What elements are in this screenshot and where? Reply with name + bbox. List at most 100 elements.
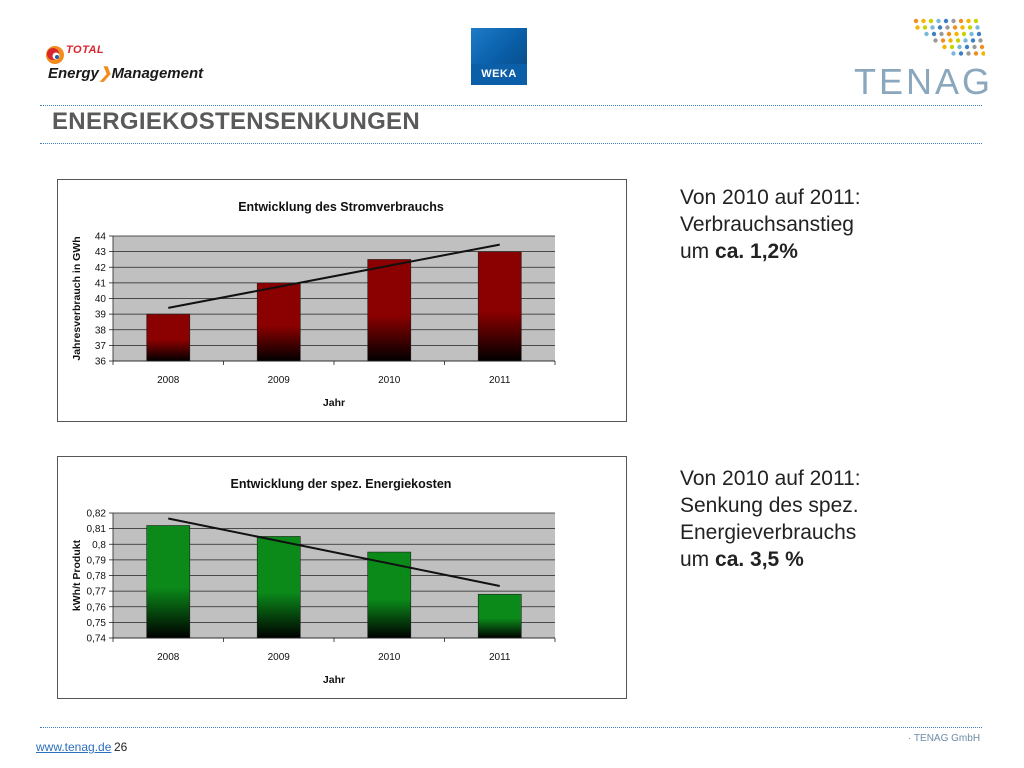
note-stromverbrauch: Von 2010 auf 2011: Verbrauchsanstieg um …: [680, 184, 861, 265]
tenag-dot: [958, 51, 964, 56]
chart2-ytick-label: 0,76: [87, 602, 107, 613]
tenag-dot: [949, 44, 955, 50]
chart1-ytick-label: 39: [95, 310, 107, 321]
chart1-xlabel: Jahr: [323, 397, 345, 409]
chart2-ylabel: kWh/t Produkt: [71, 539, 83, 611]
chart1-ytick-label: 38: [95, 325, 107, 336]
tenag-dot: [978, 38, 983, 43]
tenag-dot: [952, 25, 958, 30]
tenag-dot: [960, 25, 965, 30]
chart2-ytick-label: 0,77: [87, 587, 107, 598]
tenag-dot: [961, 31, 967, 37]
chart2-xtick-label: 2009: [268, 652, 291, 663]
tenag-dots-icon: [913, 18, 985, 56]
tenag-dot: [942, 44, 947, 50]
tenag-dot: [936, 18, 941, 24]
chart1-bar-2011: [477, 251, 522, 362]
chart2-xtick-label: 2010: [378, 652, 401, 663]
chart2-xlabel: Jahr: [323, 674, 345, 686]
header-separator-bottom: [40, 143, 982, 144]
tenag-dot: [924, 31, 929, 37]
chart2-xtick-label: 2008: [157, 652, 180, 663]
tenag-dot: [921, 18, 926, 24]
tenag-logo: TENAG: [850, 15, 990, 102]
page-number: 26: [114, 740, 128, 754]
chart1-ytick-label: 44: [95, 232, 107, 243]
chart2-bar-2008: [146, 525, 191, 639]
tenag-dot: [975, 25, 980, 30]
tenag-dot: [966, 18, 971, 24]
tenag-dot: [940, 38, 946, 43]
chart-energiekosten-svg: Entwicklung der spez. Energiekosten 0,74 0…: [71, 477, 556, 686]
note-2-line-1: Von 2010 auf 2011:: [680, 467, 861, 490]
chart1-bar-2008: [146, 313, 191, 362]
tenag-dot: [970, 38, 976, 43]
tenag-dot: [964, 44, 970, 50]
tenag-dot: [939, 31, 944, 37]
weka-logo-graphic: [471, 28, 527, 64]
chart2-bar-2010: [367, 551, 412, 639]
note-2-value: ca. 3,5 %: [715, 548, 804, 571]
chart2-trendline: [168, 517, 500, 587]
tenag-dot: [945, 25, 950, 30]
note-energiekosten: Von 2010 auf 2011: Senkung des spez. Ene…: [680, 465, 861, 573]
tenag-dot: [930, 25, 935, 30]
chart-stromverbrauch-svg: Entwicklung des Stromverbrauchs 36 37 38 39 4…: [71, 200, 556, 409]
chart-energiekosten: Entwicklung der spez. Energiekosten 0,74 0…: [57, 456, 627, 699]
chart2-ytick-label: 0,81: [87, 524, 107, 535]
total-word: TOTAL: [66, 44, 105, 56]
chart1-xtick-label: 2009: [268, 375, 291, 386]
tenag-dot: [931, 31, 937, 37]
chart-stromverbrauch: Entwicklung des Stromverbrauchs 36 37 38 39 4…: [57, 179, 627, 422]
chart2-bar-2011: [477, 593, 522, 639]
tenag-dot: [955, 38, 961, 43]
note-2-line-3: Energieverbrauchs: [680, 521, 857, 544]
tenag-dot: [943, 18, 949, 24]
tenag-dot: [972, 44, 977, 50]
chart1-ylabel: Jahresverbrauch in GWh: [71, 236, 83, 360]
weka-logo: WEKA: [471, 28, 527, 85]
chart2-ytick-label: 0,75: [87, 618, 107, 629]
weka-logo-text: WEKA: [481, 68, 517, 80]
tenag-dot: [948, 38, 953, 43]
header-separator-top: [40, 105, 982, 106]
tenag-logo-text: TENAG: [854, 61, 994, 102]
tenag-dot: [966, 51, 971, 56]
tenag-dot: [928, 18, 934, 24]
tenag-dot: [951, 51, 956, 56]
chart2-ytick-label: 0,78: [87, 571, 107, 582]
chart1-xtick-label: 2011: [489, 375, 511, 386]
tenag-dot: [951, 18, 956, 24]
footer-website-link[interactable]: www.tenag.de: [36, 740, 112, 754]
chart1-ytick-label: 40: [95, 294, 107, 305]
chart2-xtick-label: 2011: [489, 652, 511, 663]
chart1-ytick-label: 42: [95, 263, 107, 274]
chart1-trendline: [168, 243, 500, 309]
tenag-dot: [976, 31, 982, 37]
tenag-dot: [933, 38, 938, 43]
chart1-ytick-label: 41: [95, 278, 107, 289]
chart2-bar-2009: [256, 536, 301, 639]
tenag-dot: [973, 51, 979, 56]
chart1-title: Entwicklung des Stromverbrauchs: [238, 200, 444, 214]
footer-separator: [40, 727, 982, 728]
chart1-ytick-label: 43: [95, 247, 107, 258]
energy-management-text: Energy❯Management: [48, 65, 204, 82]
slide-title: ENERGIEKOSTENSENKUNGEN: [52, 108, 420, 135]
chart1-xtick-label: 2008: [157, 375, 180, 386]
tenag-dot: [922, 25, 928, 30]
footer-company: · TENAG GmbH: [908, 733, 981, 744]
tenag-dot: [963, 38, 968, 43]
chart1-ytick-label: 37: [95, 341, 107, 352]
tenag-dot: [946, 31, 952, 37]
tenag-dot: [915, 25, 920, 30]
note-2-line-4: um ca. 3,5 %: [680, 548, 804, 571]
chart2-ytick-label: 0,79: [87, 555, 107, 566]
tenag-dot: [957, 44, 962, 50]
note-1-value: ca. 1,2%: [715, 240, 798, 263]
chart1-ytick-label: 36: [95, 357, 107, 368]
chart2-ytick-label: 0,8: [92, 540, 106, 551]
tenag-dot: [981, 51, 985, 56]
tenag-dot: [979, 44, 985, 50]
chart2-title: Entwicklung der spez. Energiekosten: [231, 477, 452, 491]
